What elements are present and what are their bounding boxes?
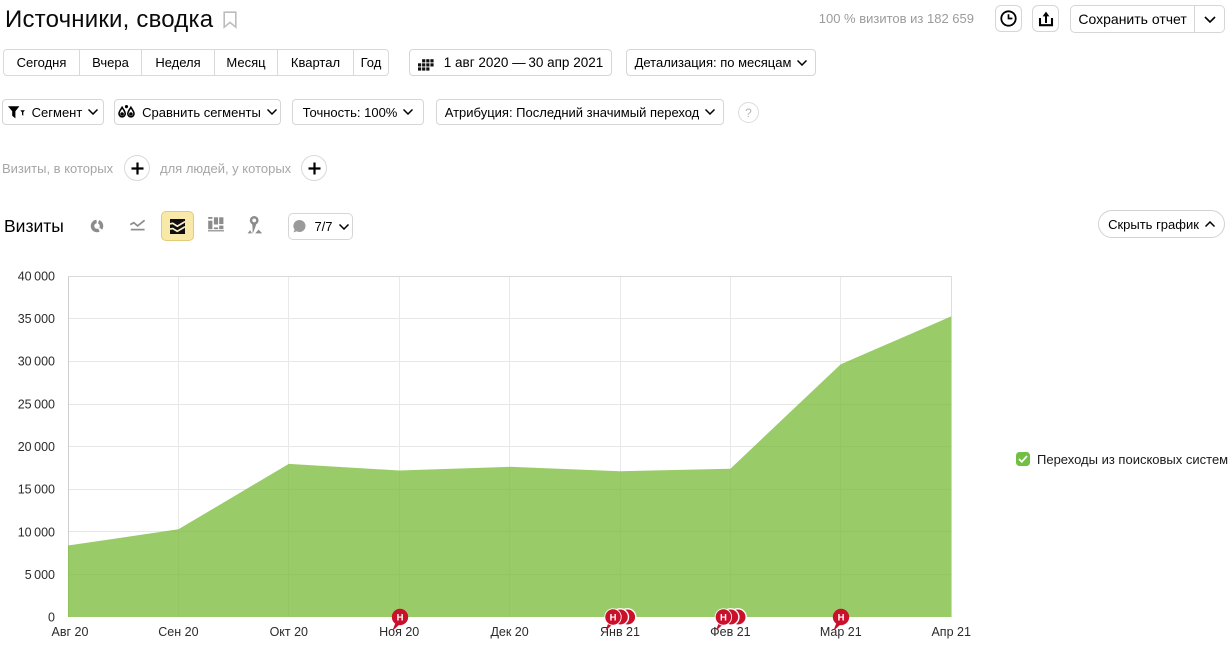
svg-text:10 000: 10 000 <box>18 525 55 539</box>
svg-text:Фев 21: Фев 21 <box>710 625 751 639</box>
svg-text:20 000: 20 000 <box>18 440 55 454</box>
svg-text:Дек 20: Дек 20 <box>490 625 528 639</box>
svg-text:Сен 20: Сен 20 <box>158 625 198 639</box>
svg-text:30 000: 30 000 <box>18 355 55 369</box>
svg-text:Н: Н <box>610 613 617 624</box>
svg-text:5 000: 5 000 <box>25 568 55 582</box>
svg-text:25 000: 25 000 <box>18 397 55 411</box>
svg-text:Апр 21: Апр 21 <box>931 625 970 639</box>
svg-text:Окт 20: Окт 20 <box>270 625 308 639</box>
svg-text:Н: Н <box>838 613 845 624</box>
svg-text:0: 0 <box>48 611 55 625</box>
svg-text:35 000: 35 000 <box>18 312 55 326</box>
svg-text:15 000: 15 000 <box>18 483 55 497</box>
svg-text:Н: Н <box>397 613 404 624</box>
svg-text:Н: Н <box>720 613 727 624</box>
svg-text:Ноя 20: Ноя 20 <box>379 625 419 639</box>
svg-text:Мар 21: Мар 21 <box>820 625 862 639</box>
svg-text:40 000: 40 000 <box>18 270 55 284</box>
svg-text:Авг 20: Авг 20 <box>52 625 89 639</box>
svg-text:Янв 21: Янв 21 <box>600 625 640 639</box>
